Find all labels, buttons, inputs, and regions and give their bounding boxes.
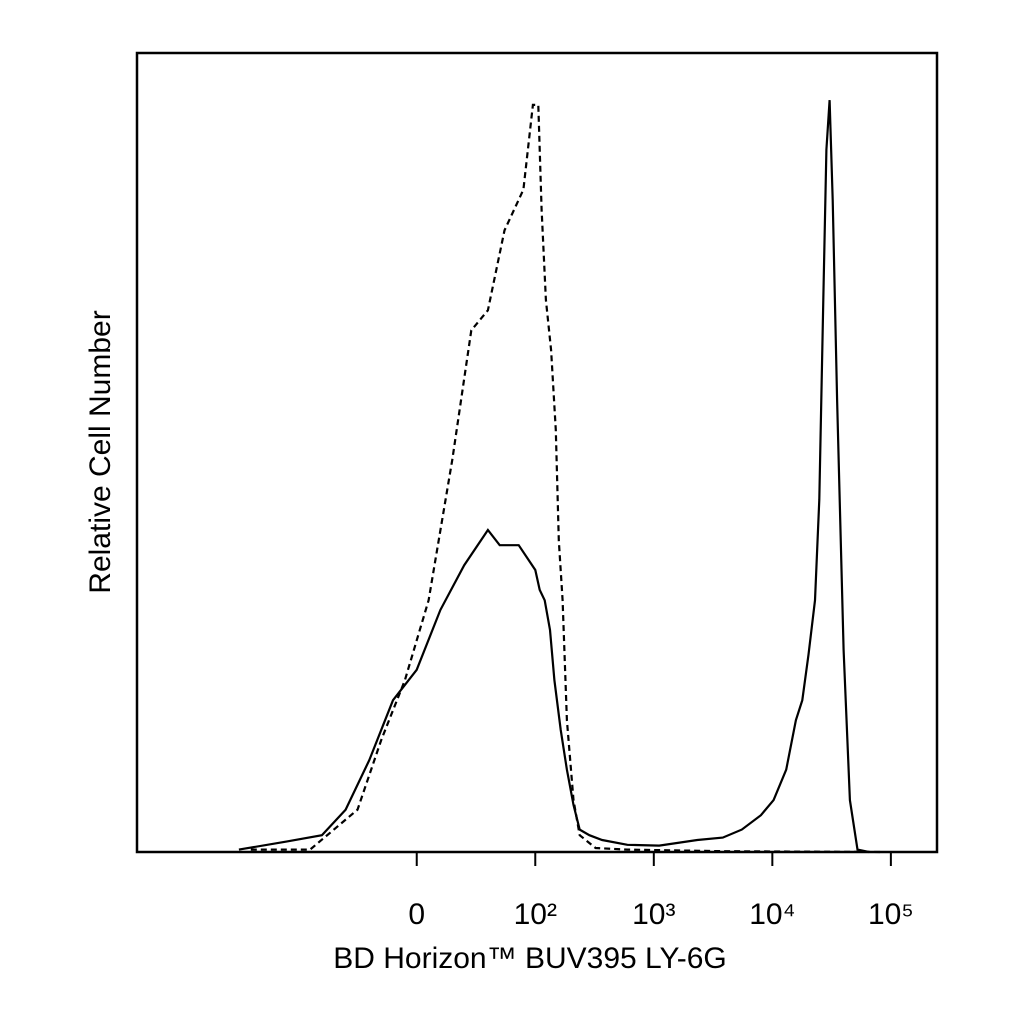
- x-tick-label: 10⁴: [749, 898, 795, 931]
- histogram-line: [250, 103, 882, 854]
- x-axis-label: BD Horizon™ BUV395 LY-6G: [333, 942, 727, 975]
- x-tick-label: 10³: [632, 898, 675, 931]
- histogram-line: [238, 100, 870, 854]
- x-tick-label: 10⁵: [868, 898, 914, 931]
- y-axis-label: Relative Cell Number: [84, 310, 117, 593]
- x-tick-label: 10²: [514, 898, 557, 931]
- x-tick-label: 0: [408, 898, 425, 931]
- plot-frame: [135, 51, 939, 854]
